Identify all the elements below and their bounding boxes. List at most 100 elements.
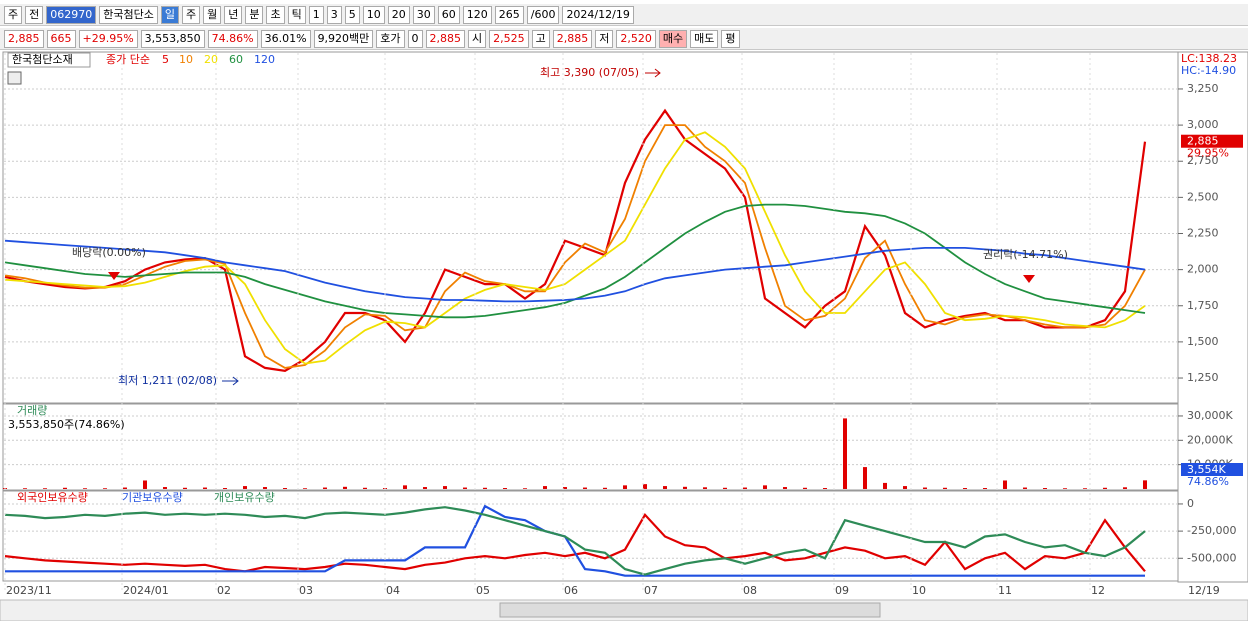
legend-entry: 외국인보유수량 [17, 491, 88, 504]
y-tick-label: 0 [1187, 497, 1194, 510]
scroll-thumb[interactable] [499, 602, 881, 618]
toolbar-item[interactable]: 저 [595, 29, 614, 48]
legend-entry: 개인보유수량 [214, 491, 275, 504]
toolbar-item[interactable]: 30 [412, 5, 435, 24]
toolbar-item[interactable]: 9,920백만 [313, 29, 374, 48]
toolbar-item[interactable]: 3 [326, 5, 342, 24]
toolbar-item[interactable]: 호가 [376, 29, 405, 48]
legend-entry: 기관보유수량 [122, 491, 183, 504]
x-tick-label: 07 [644, 584, 658, 597]
toolbar-item[interactable]: 3,553,850 [140, 29, 205, 48]
toolbar-item[interactable]: 2,525 [489, 29, 529, 48]
volume-bar [143, 480, 147, 489]
volume-bar [643, 484, 647, 489]
last-value-label: 3,554K [1187, 463, 1226, 476]
volume-bar [523, 488, 527, 489]
toolbar-item[interactable]: 시 [468, 29, 487, 48]
volume-bar [43, 488, 47, 489]
toolbar-item[interactable]: +29.95% [78, 29, 138, 48]
toolbar-item[interactable]: /600 [526, 5, 560, 24]
y-tick-label: 3,250 [1187, 82, 1219, 95]
toolbar-item[interactable]: 월 [203, 5, 222, 24]
volume-bar [723, 487, 727, 489]
toolbar-item[interactable]: 36.01% [260, 29, 311, 48]
volume-bar [563, 487, 567, 489]
toolbar-item[interactable]: 5 [344, 5, 360, 24]
toolbar-item[interactable]: 전 [25, 5, 44, 24]
toolbar-item[interactable]: 120 [462, 5, 492, 24]
toolbar-item[interactable]: 년 [224, 5, 243, 24]
volume-bar [403, 485, 407, 489]
toolbar-item[interactable]: 주 [4, 5, 23, 24]
volume-bar [803, 487, 807, 489]
last-price-label: 2,885 [1187, 135, 1219, 148]
volume-bar [903, 486, 907, 489]
annotation: 권리락(-14.71%) [983, 248, 1068, 261]
volume-bar [883, 482, 887, 489]
toolbar-item[interactable]: 틱 [287, 5, 306, 24]
toolbar-item[interactable]: 매수 [658, 29, 688, 48]
marker [1023, 275, 1035, 283]
toolbar-item[interactable]: 주 [181, 5, 201, 24]
toolbar-item[interactable]: 2,885 [4, 29, 44, 48]
toolbar-item[interactable]: 062970 [46, 5, 97, 24]
toolbar-item[interactable]: 고 [531, 29, 550, 48]
toolbar-item[interactable]: 2024/12/19 [562, 5, 634, 24]
toolbar-item[interactable]: 265 [494, 5, 524, 24]
toolbar-item[interactable]: 10 [362, 5, 385, 24]
volume-bar [603, 487, 607, 489]
legend-entry: 120 [254, 53, 275, 66]
y-tick-label: 1,250 [1187, 371, 1219, 384]
quote-bar: 2,885 665 +29.95% 3,553,850 74.86% 36.01% 9,92… [0, 28, 1248, 50]
toolbar-item[interactable]: 74.86% [207, 29, 258, 48]
y-tick-label: -250,000 [1187, 524, 1236, 537]
volume-bar [243, 486, 247, 489]
x-tick-label: 2023/11 [6, 584, 52, 597]
title-box [7, 52, 91, 68]
toolbar-item[interactable]: 매도 [690, 29, 719, 48]
volume-bar [1023, 487, 1027, 489]
panel-title: 거래량 [17, 404, 47, 417]
axis-note: LC:138.23 [1181, 52, 1237, 65]
volume-bar [863, 467, 867, 489]
volume-bar [963, 488, 967, 489]
legend-entry: 5 [162, 53, 169, 66]
volume-bar [1103, 487, 1107, 489]
toolbar-item[interactable]: 2,885 [552, 29, 593, 48]
volume-bar [543, 486, 547, 489]
y-tick-label: 2,750 [1187, 154, 1219, 167]
volume-bar [703, 487, 707, 489]
volume-bar [463, 487, 467, 489]
annotation: 최저 1,211 (02/08) [118, 374, 217, 387]
volume-bar [1083, 488, 1087, 489]
toolbar-item[interactable]: 20 [387, 5, 410, 24]
annotation: 배당락(0.00%) [72, 246, 146, 259]
x-tick-label: 11 [998, 584, 1012, 597]
toolbar-item[interactable]: 1 [308, 5, 324, 24]
toolbar-item[interactable]: 665 [46, 29, 76, 48]
volume-bar [1063, 488, 1067, 489]
toolbar-item[interactable]: 2,885 [425, 29, 466, 48]
marker [108, 272, 120, 280]
toolbar-item[interactable]: 60 [437, 5, 460, 24]
series-line [4, 108, 1147, 372]
toolbar-item[interactable]: 0 [407, 29, 423, 48]
toolbar-item[interactable]: 한국첨단소 [99, 5, 158, 24]
x-tick-label: 04 [386, 584, 400, 597]
toolbar-item[interactable]: 일 [160, 5, 179, 24]
volume-bar [1043, 488, 1047, 489]
volume-bar [303, 488, 307, 489]
panel-subtitle: 3,553,850주(74.86%) [8, 418, 125, 431]
volume-bar [1143, 480, 1147, 489]
toolbar-item[interactable]: 초 [266, 5, 285, 24]
toolbar-item[interactable]: 분 [245, 5, 264, 24]
volume-bar [923, 487, 927, 489]
toolbar-item[interactable]: 평 [721, 29, 740, 48]
volume-panel [2, 403, 1179, 491]
toolbar-item[interactable]: 2,520 [616, 29, 656, 48]
icon[interactable] [7, 71, 22, 85]
volume-bar [183, 487, 187, 489]
series-line [4, 506, 1146, 576]
x-tick-label: 05 [476, 584, 490, 597]
